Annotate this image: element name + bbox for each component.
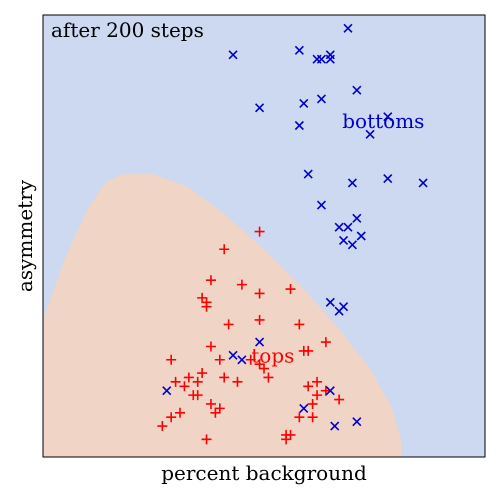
bottoms-point-32 [325,386,335,396]
tops-point-23 [263,372,274,383]
tops-point-22 [219,372,230,383]
tops-point-25 [170,376,181,387]
tops-point-44 [157,421,168,432]
bottoms-point-28 [255,337,265,347]
bottoms-point-13 [365,129,375,139]
bottoms-point-6 [325,50,335,60]
tops-point-16 [166,354,177,365]
bottoms-point-31 [162,386,172,396]
bottoms-point-1 [294,45,304,55]
tops-point-39 [175,407,186,418]
tops-point-4 [254,288,265,299]
tops-point-27 [232,376,243,387]
bottoms-point-21 [334,222,344,232]
bottoms-point-22 [356,231,366,241]
tops-point-38 [214,403,225,414]
tops-point-18 [245,354,256,365]
tops-point-26 [192,376,203,387]
bottoms-point-9 [299,98,309,108]
tops-point-47 [281,434,292,445]
tops-point-12 [320,337,331,348]
tops-point-3 [236,279,247,290]
bottoms-point-7 [352,85,362,95]
tops-point-13 [205,341,216,352]
tops-point-20 [259,363,269,374]
tops-point-35 [334,394,345,405]
tops-point-37 [205,398,216,409]
tops-point-5 [285,284,296,295]
bottoms-point-18 [316,200,327,210]
bottoms-point-5 [316,54,327,64]
tops-point-29 [312,376,323,387]
annotation-text: after 200 steps [51,18,204,42]
tops-point-42 [166,412,177,423]
tops-point-9 [254,314,265,325]
tops-point-40 [210,407,221,418]
bottoms-point-14 [303,169,313,179]
bottoms-point-20 [343,222,353,232]
bottoms-point-16 [383,173,393,184]
tops-point-30 [303,381,314,392]
tops-point-28 [179,381,190,392]
tops-point-11 [294,319,305,330]
y-axis-label: asymmetry [13,179,37,292]
tops-point-19 [254,359,265,370]
bottoms-point-15 [347,178,357,188]
bottoms-point-11 [383,112,393,122]
bottoms-point-30 [237,355,247,365]
tops-point-15 [298,345,309,356]
bottoms-point-19 [352,213,362,223]
tops-point-1 [219,244,230,255]
tops-point-21 [197,368,208,379]
series-label-bottoms: bottoms [342,109,424,133]
tops-point-6 [197,292,208,303]
bottoms-point-29 [228,350,238,360]
bottoms-point-0 [343,23,353,33]
plot-marks [157,23,428,445]
bottoms-point-10 [255,103,265,113]
bottoms-point-17 [418,178,428,188]
bottoms-point-2 [228,50,238,60]
bottoms-point-27 [334,306,344,316]
tops-point-46 [201,434,212,445]
tops-point-41 [307,412,318,423]
tops-point-24 [183,372,194,383]
tops-point-43 [294,412,305,423]
tops-point-2 [205,275,216,286]
bottoms-point-25 [325,297,335,307]
bottoms-point-23 [338,235,349,245]
tops-point-10 [223,319,234,330]
bottoms-point-35 [330,421,340,431]
tops-point-17 [214,354,225,365]
tops-point-8 [201,301,212,312]
bottoms-point-12 [294,120,304,131]
tops-point-34 [312,390,323,401]
bottoms-point-34 [352,417,362,427]
tops-point-33 [188,390,199,401]
tops-point-36 [307,398,318,409]
bottoms-point-8 [316,94,327,104]
tops-point-0 [254,226,265,237]
bottoms-point-33 [299,403,309,413]
x-axis-label: percent background [161,461,367,485]
series-label-tops: tops [251,343,294,367]
tops-point-48 [285,429,296,440]
plot-frame [42,14,486,458]
bottoms-point-24 [347,240,357,250]
